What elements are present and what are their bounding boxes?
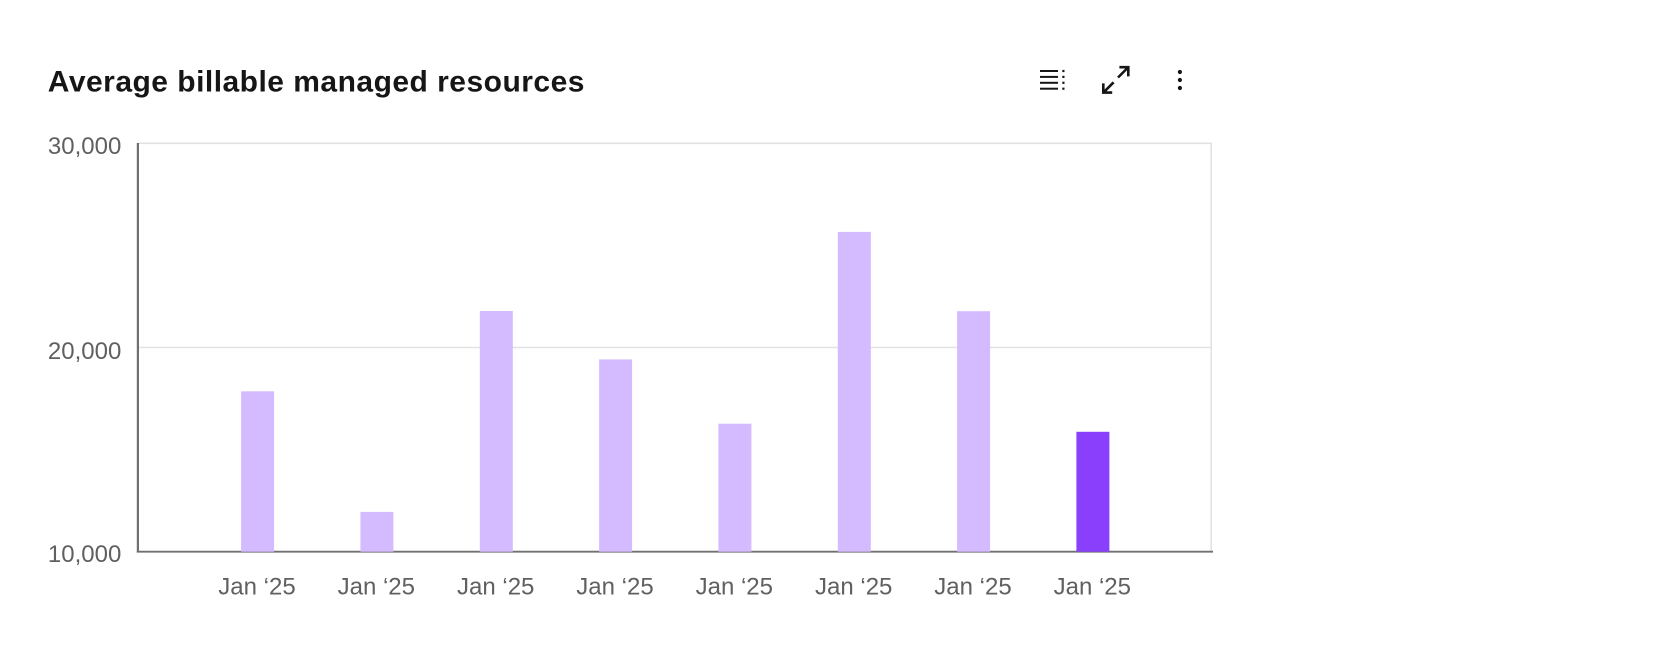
- svg-text:Jan ‘25: Jan ‘25: [696, 573, 773, 600]
- svg-text:Average billable managed resou: Average billable managed resources: [48, 66, 585, 99]
- svg-text:10,000: 10,000: [48, 541, 121, 568]
- svg-text:Jan ‘25: Jan ‘25: [576, 573, 653, 600]
- svg-text:20,000: 20,000: [48, 338, 121, 365]
- svg-text:30,000: 30,000: [48, 133, 121, 160]
- svg-text:Jan ‘25: Jan ‘25: [218, 573, 295, 600]
- svg-text:Jan ‘25: Jan ‘25: [457, 573, 534, 600]
- svg-text:Jan ‘25: Jan ‘25: [1054, 573, 1131, 600]
- svg-text:Jan ‘25: Jan ‘25: [815, 573, 892, 600]
- svg-text:Jan ‘25: Jan ‘25: [338, 573, 415, 600]
- svg-text:Jan ‘25: Jan ‘25: [934, 573, 1011, 600]
